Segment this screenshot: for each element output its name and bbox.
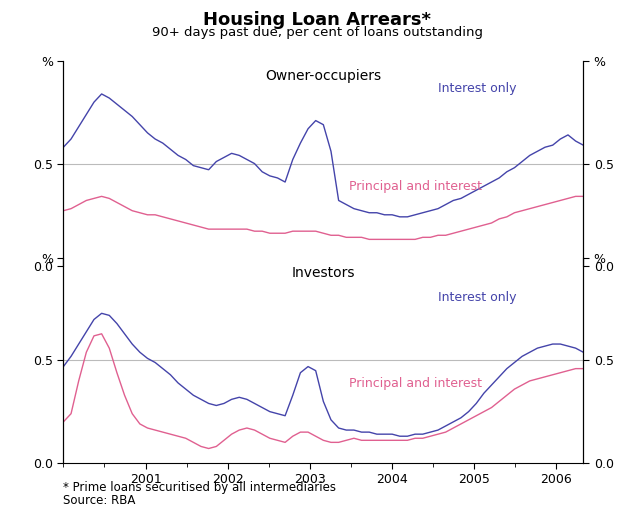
- Text: Housing Loan Arrears*: Housing Loan Arrears*: [203, 11, 431, 29]
- Text: Owner-occupiers: Owner-occupiers: [265, 69, 382, 84]
- Text: Principal and interest: Principal and interest: [349, 377, 482, 390]
- Text: Investors: Investors: [292, 266, 355, 280]
- Text: 90+ days past due, per cent of loans outstanding: 90+ days past due, per cent of loans out…: [152, 26, 482, 38]
- Text: * Prime loans securitised by all intermediaries: * Prime loans securitised by all interme…: [63, 481, 337, 494]
- Text: Interest only: Interest only: [437, 291, 516, 304]
- Text: Principal and interest: Principal and interest: [349, 180, 482, 193]
- Text: Interest only: Interest only: [437, 82, 516, 95]
- Text: Source: RBA: Source: RBA: [63, 494, 136, 506]
